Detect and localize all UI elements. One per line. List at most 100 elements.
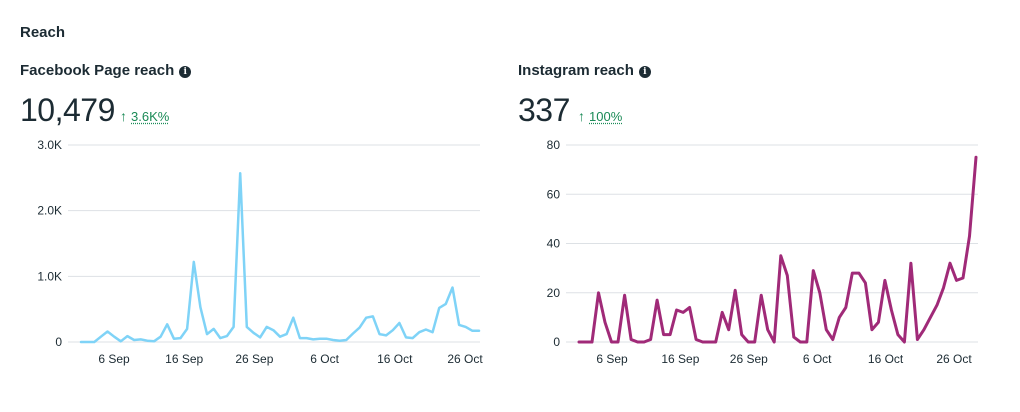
data-point	[635, 340, 640, 345]
data-point	[759, 293, 764, 298]
data-point	[974, 155, 979, 160]
data-point	[351, 331, 356, 336]
data-point	[284, 332, 289, 337]
data-point	[278, 334, 283, 339]
data-point	[863, 280, 868, 285]
data-point	[370, 314, 375, 319]
data-point	[364, 315, 369, 320]
data-point	[152, 339, 157, 344]
facebook-reach-title: Facebook Page reach i	[20, 62, 192, 79]
data-point	[244, 324, 249, 329]
data-point	[720, 310, 725, 315]
data-point	[648, 337, 653, 342]
data-point	[98, 334, 103, 339]
facebook-reach-change-value[interactable]: 3.6K%	[131, 109, 170, 124]
data-point	[311, 337, 316, 342]
data-point	[577, 340, 582, 345]
data-point	[961, 276, 966, 281]
data-point	[739, 332, 744, 337]
data-point	[331, 338, 336, 343]
data-point	[746, 340, 751, 345]
data-point	[344, 338, 349, 343]
info-icon[interactable]: i	[179, 66, 192, 78]
data-point	[397, 321, 402, 326]
data-point	[198, 305, 203, 310]
data-point	[112, 334, 117, 339]
data-point	[85, 340, 90, 345]
data-point	[178, 336, 183, 341]
data-point	[921, 327, 926, 332]
facebook-reach-total: 10,479	[20, 92, 115, 128]
data-point	[941, 285, 946, 290]
data-point	[629, 337, 634, 342]
data-point	[681, 310, 686, 315]
y-tick-label: 40	[547, 237, 561, 251]
x-tick-label: 26 Oct	[936, 352, 972, 366]
data-point	[752, 340, 757, 345]
data-point	[642, 340, 647, 345]
data-point	[661, 332, 666, 337]
data-point	[337, 338, 342, 343]
data-point	[668, 332, 673, 337]
instagram-reach-change-value[interactable]: 100%	[589, 109, 623, 124]
data-point	[132, 338, 137, 343]
x-tick-label: 16 Sep	[165, 352, 203, 366]
data-point	[850, 271, 855, 276]
data-point	[843, 305, 848, 310]
x-tick-label: 16 Sep	[661, 352, 699, 366]
data-point	[264, 324, 269, 329]
data-point	[324, 336, 329, 341]
data-point	[895, 332, 900, 337]
data-point	[79, 340, 84, 345]
data-point	[733, 288, 738, 293]
info-icon[interactable]: i	[638, 66, 651, 78]
x-tick-label: 6 Oct	[803, 352, 832, 366]
data-point	[251, 330, 256, 335]
data-point	[105, 329, 110, 334]
data-point	[948, 261, 953, 266]
data-point	[185, 326, 190, 331]
data-point	[218, 336, 223, 341]
data-point	[694, 337, 699, 342]
y-tick-label: 60	[547, 187, 561, 201]
instagram-reach-panel: Instagram reach i 337 ↑ 100% 0 20 40 60 80 6 Se…	[518, 60, 988, 390]
data-point	[935, 303, 940, 308]
data-point	[357, 325, 362, 330]
data-point	[118, 339, 123, 344]
y-tick-label: 0	[55, 335, 62, 349]
data-point	[804, 340, 809, 345]
instagram-reach-total: 337	[518, 92, 570, 128]
data-point	[713, 340, 718, 345]
data-point	[297, 336, 302, 341]
data-point	[856, 271, 861, 276]
facebook-reach-title-text: Facebook Page reach	[20, 62, 175, 79]
data-point	[726, 327, 731, 332]
series-line	[577, 155, 978, 344]
y-tick-label: 80	[547, 138, 561, 152]
data-point	[817, 290, 822, 295]
series-line	[79, 171, 481, 344]
data-point	[450, 285, 455, 290]
data-point	[271, 328, 276, 333]
x-tick-label: 6 Sep	[98, 352, 130, 366]
y-tick-label: 20	[547, 286, 561, 300]
instagram-reach-chart: 0 20 40 60 80 6 Sep 16 Sep 26 Sep 6 Oct 16 Oct 26 …	[547, 138, 979, 366]
data-point	[443, 301, 448, 306]
data-point	[915, 337, 920, 342]
x-tick-label: 16 Oct	[868, 352, 904, 366]
data-point	[171, 336, 176, 341]
facebook-reach-chart: 0 1.0K 2.0K 3.0K 6 Sep 16 Sep 26 Sep 6 Oct 16 Oc…	[37, 138, 483, 366]
x-tick-label: 26 Oct	[447, 352, 483, 366]
data-point	[596, 290, 601, 295]
instagram-reach-change: ↑ 100%	[578, 108, 622, 124]
x-tick-label: 26 Sep	[730, 352, 768, 366]
facebook-reach-change: ↑ 3.6K%	[120, 108, 169, 124]
data-point	[92, 340, 97, 345]
data-point	[211, 326, 216, 331]
data-point	[830, 337, 835, 342]
data-point	[384, 333, 389, 338]
data-point	[707, 340, 712, 345]
data-point	[390, 328, 395, 333]
data-point	[590, 340, 595, 345]
data-point	[824, 327, 829, 332]
